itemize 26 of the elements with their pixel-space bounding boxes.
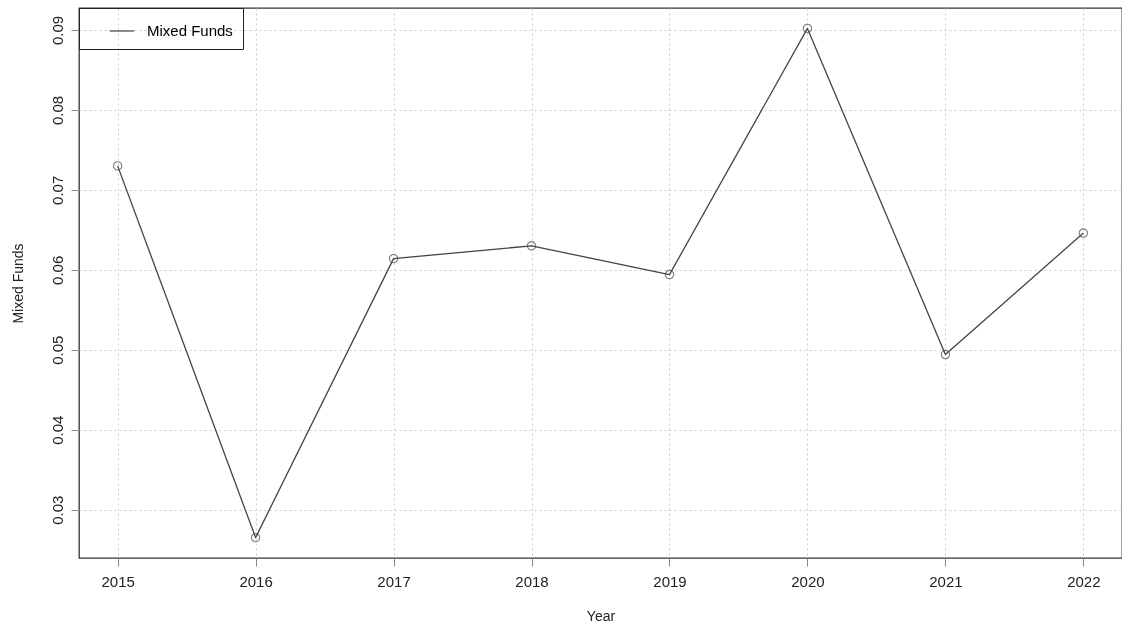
point: [526, 241, 537, 251]
x-tick-label: 2016: [239, 572, 273, 590]
point: [250, 532, 261, 543]
point: [802, 23, 813, 34]
y-tick-label: 0.07: [48, 175, 66, 205]
point: [1078, 228, 1089, 238]
x-tick-label: 2017: [377, 572, 411, 590]
y-tick-label: 0.06: [48, 255, 66, 285]
x-tick-label: 2020: [791, 572, 825, 590]
y-tick-label: 0.03: [48, 495, 66, 525]
x-tick-label: 2021: [929, 572, 963, 590]
x-tick-label: 2022: [1067, 572, 1101, 590]
point: [940, 349, 951, 360]
point: [388, 253, 399, 264]
point: [664, 269, 675, 280]
x-tick-label: 2015: [101, 572, 135, 590]
point: [112, 161, 123, 171]
y-tick-label: 0.08: [48, 95, 66, 126]
legend-label: Mixed Funds: [147, 22, 233, 39]
x-tick-label: 2018: [515, 572, 549, 590]
y-axis-title: Mixed Funds: [9, 243, 26, 324]
y-tick-label: 0.04: [48, 415, 66, 445]
y-tick-label: 0.05: [48, 335, 66, 365]
x-tick-label: 2019: [653, 572, 687, 590]
x-axis-title: Year: [586, 607, 616, 624]
y-tick-label: 0.09: [48, 15, 66, 46]
